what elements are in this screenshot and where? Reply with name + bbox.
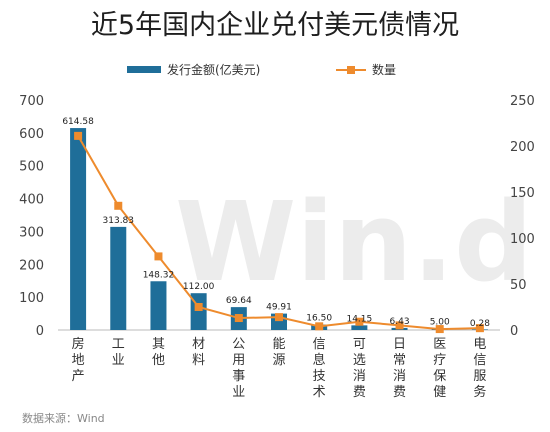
category-label: 材料 (192, 337, 205, 368)
bar-value-label: 5.00 (430, 317, 450, 327)
bar-value-label: 0.28 (470, 319, 490, 329)
left-axis-tick-label: 500 (19, 160, 44, 175)
line-point (475, 324, 484, 333)
right-axis-tick-label: 150 (510, 186, 535, 201)
right-axis-tick-label: 100 (510, 232, 535, 247)
left-axis-tick-label: 100 (19, 291, 44, 306)
bar-value-label: 614.58 (62, 117, 94, 127)
line-series (74, 131, 484, 334)
bar (70, 128, 87, 330)
line-point (74, 131, 83, 140)
bar-value-labels: 614.58 313.83 148.32 112.00 69.64 49.91 16.50 1… (62, 117, 490, 329)
left-axis: 0 100 200 300 400 500 600 700 (19, 94, 44, 339)
line-point (154, 252, 163, 261)
legend-line-marker (347, 66, 355, 74)
line-point (395, 321, 404, 330)
bar-value-label: 6.43 (390, 317, 410, 327)
category-label: 日常消费 (393, 337, 406, 400)
chart-title: 近5年国内企业兑付美元债情况 (91, 10, 459, 41)
right-axis-tick-label: 200 (510, 140, 535, 155)
right-axis-tick-label: 250 (510, 94, 535, 109)
legend-line-label: 数量 (372, 62, 396, 77)
bar-value-label: 313.83 (103, 216, 135, 226)
bar (351, 325, 368, 330)
line-point (355, 317, 364, 326)
category-label: 房地产 (72, 336, 85, 384)
category-label: 医疗保健 (433, 337, 446, 400)
left-axis-tick-label: 600 (19, 127, 44, 142)
category-label: 可选消费 (353, 337, 366, 400)
legend-bar-label: 发行金额(亿美元) (167, 62, 260, 77)
bar-value-label: 14.15 (346, 314, 372, 324)
category-label: 其他 (152, 337, 165, 368)
bar-value-label: 148.32 (143, 270, 175, 280)
line-point (435, 325, 444, 334)
left-axis-tick-label: 300 (19, 225, 44, 240)
category-label: 能源 (272, 337, 285, 368)
right-axis-tick-label: 50 (510, 278, 527, 293)
category-label: 信息技术 (313, 337, 326, 400)
left-axis-tick-label: 400 (19, 193, 44, 208)
line-point (234, 314, 243, 323)
legend-bar-swatch (127, 66, 161, 73)
line-point (275, 313, 283, 322)
category-label: 公用事业 (232, 337, 245, 400)
watermark: Win.d (175, 178, 533, 306)
right-axis-tick-label: 0 (510, 324, 518, 339)
bar-value-label: 112.00 (183, 282, 215, 292)
bar-value-label: 69.64 (226, 296, 252, 306)
source-note: 数据来源：Wind (22, 411, 105, 425)
bar (150, 281, 167, 330)
legend: 发行金额(亿美元) 数量 (127, 62, 396, 77)
left-axis-tick-label: 200 (19, 258, 44, 273)
category-label: 工业 (112, 337, 125, 368)
line-point (315, 322, 324, 331)
bar-value-label: 49.91 (266, 303, 292, 313)
line-point (114, 201, 123, 210)
bar-value-label: 16.50 (306, 314, 332, 324)
right-axis: 0 50 100 150 200 250 (510, 94, 535, 339)
left-axis-tick-label: 0 (36, 324, 44, 339)
left-axis-tick-label: 700 (19, 94, 44, 109)
category-label: 电信服务 (473, 337, 486, 400)
bar (110, 226, 127, 330)
line-point (194, 303, 203, 311)
